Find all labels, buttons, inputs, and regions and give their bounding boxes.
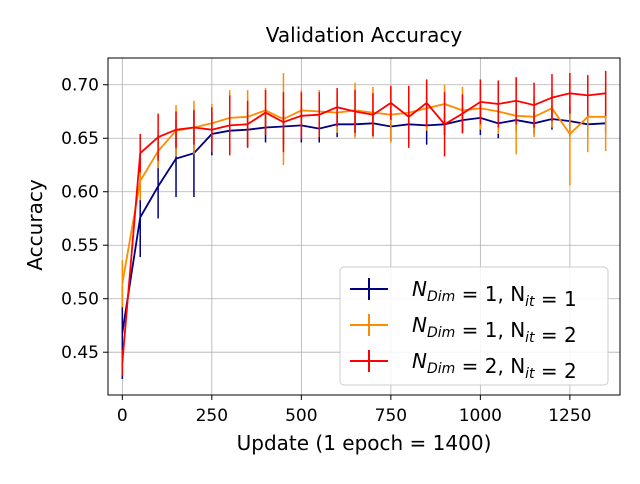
legend-text: = 1 (535, 287, 577, 311)
legend-item: NDim = 1, Nit = 2 (350, 313, 577, 347)
legend-subscript: Dim (427, 289, 455, 305)
legend-text: N (412, 277, 427, 301)
legend-subscript: it (525, 366, 535, 382)
x-axis-label: Update (1 epoch = 1400) (237, 431, 492, 455)
legend-text: = 2 (535, 323, 577, 347)
series-line (121, 92, 606, 363)
axes (107, 57, 621, 396)
legend-label: NDim = 1, Nit = 2 (412, 313, 577, 347)
x-tick-label: 250 (196, 406, 228, 426)
legend-text: N (412, 349, 427, 373)
series-layer (121, 70, 607, 379)
x-tick-label: 1250 (548, 406, 591, 426)
legend-subscript: Dim (427, 361, 455, 377)
chart-title: Validation Accuracy (266, 23, 463, 47)
legend-label: NDim = 2, Nit = 2 (412, 349, 577, 383)
legend-item: NDim = 2, Nit = 2 (350, 349, 577, 383)
legend-text: = 1, N (455, 282, 525, 306)
y-axis-ticks: 0.45 0.50 0.55 0.60 0.65 0.70 (61, 76, 108, 363)
series-line (121, 116, 606, 334)
plot-frame (107, 57, 621, 396)
legend-text: = 2 (535, 359, 577, 383)
series-line (121, 103, 606, 284)
series-3 (121, 70, 607, 376)
y-tick-label: 0.50 (61, 290, 99, 310)
y-tick-label: 0.65 (61, 129, 99, 149)
legend-text: = 1, N (455, 318, 525, 342)
y-axis-label: Accuracy (23, 179, 47, 270)
legend-text: = 2, N (455, 354, 525, 378)
legend-subscript: it (525, 294, 535, 310)
x-tick-label: 0 (117, 406, 128, 426)
legend-subscript: it (525, 330, 535, 346)
x-tick-label: 500 (285, 406, 317, 426)
y-tick-label: 0.60 (61, 183, 99, 203)
y-tick-label: 0.45 (61, 343, 99, 363)
x-axis-ticks: 0 250 500 750 1000 1250 (117, 395, 592, 426)
y-tick-label: 0.55 (61, 236, 99, 256)
x-tick-label: 1000 (459, 406, 502, 426)
x-tick-label: 750 (375, 406, 407, 426)
legend-box (339, 266, 609, 386)
legend-item: NDim = 1, Nit = 1 (350, 277, 577, 311)
legend-text: N (412, 313, 427, 337)
legend-label: NDim = 1, Nit = 1 (412, 277, 577, 311)
y-tick-label: 0.70 (61, 76, 99, 96)
legend-subscript: Dim (427, 325, 455, 341)
